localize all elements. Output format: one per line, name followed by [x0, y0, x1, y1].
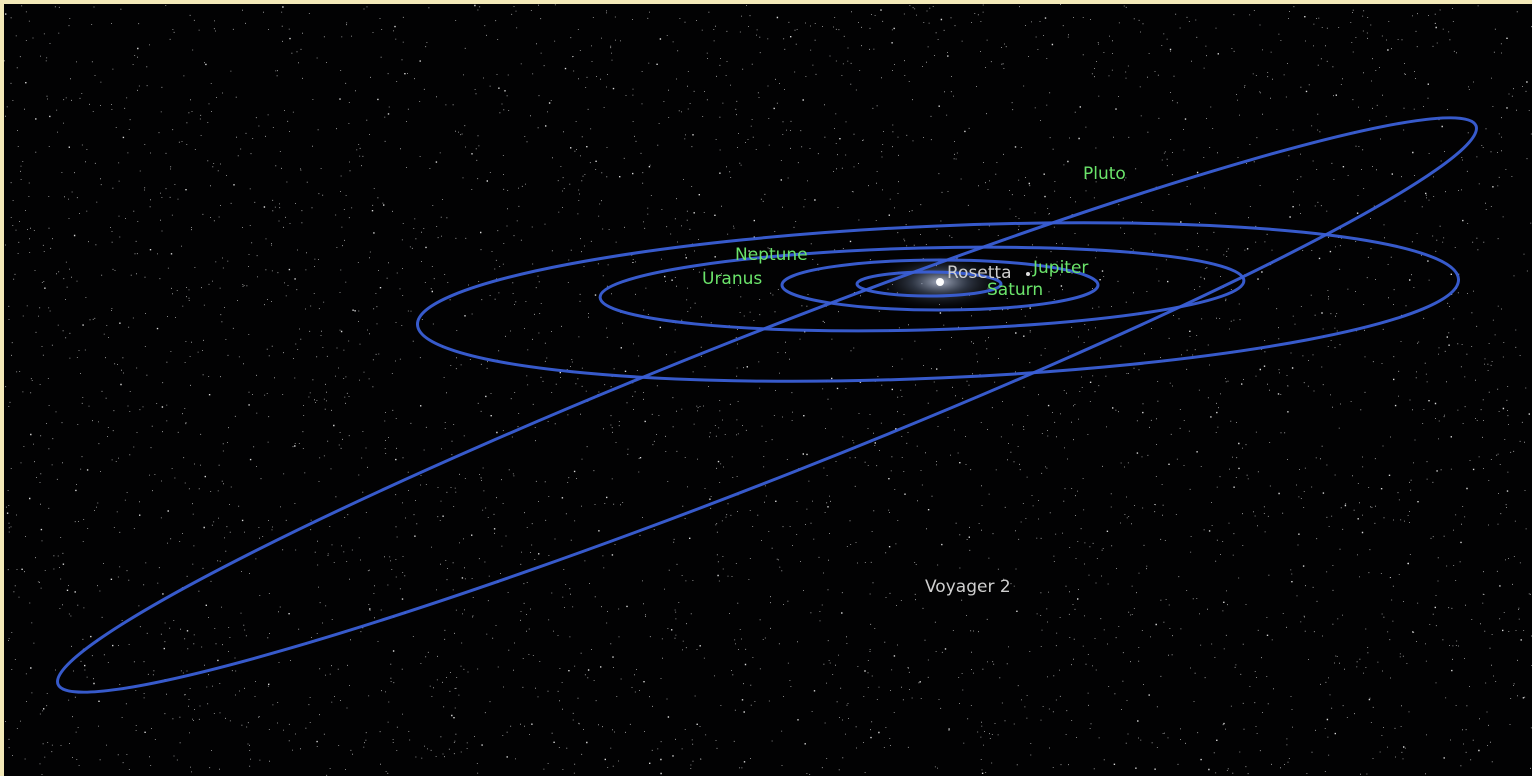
- jupiter-orbit: [855, 270, 1003, 298]
- pluto-orbit: [56, 116, 1478, 694]
- saturn-orbit: [780, 258, 1100, 312]
- rosetta-marker: [1026, 272, 1030, 276]
- uranus-orbit: [598, 245, 1246, 333]
- label: Neptune: [735, 245, 808, 265]
- label: Voyager 2: [925, 577, 1011, 597]
- label: Rosetta: [947, 263, 1012, 283]
- neptune-orbit: [415, 221, 1461, 383]
- space-view: Pluto Neptune Uranus Jupiter Saturn Rose…: [4, 4, 1532, 776]
- label: Uranus: [702, 269, 762, 289]
- label: Jupiter: [1032, 258, 1088, 278]
- background: [4, 4, 1532, 776]
- label: Saturn: [987, 280, 1043, 300]
- orbits: [56, 116, 1478, 694]
- sun: [936, 278, 944, 286]
- label: Pluto: [1083, 164, 1126, 184]
